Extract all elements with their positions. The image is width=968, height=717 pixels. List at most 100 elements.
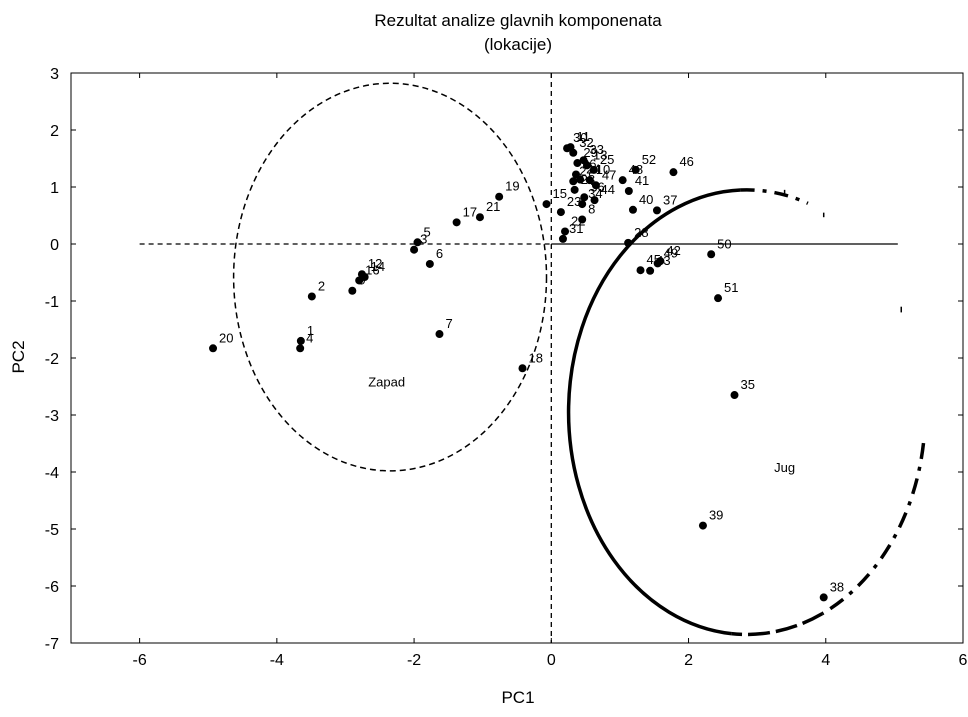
data-point-label: 44 [601,182,615,197]
data-point [296,344,305,353]
y-tick-label: 0 [50,237,59,254]
data-point [624,238,633,247]
data-point [631,165,640,174]
data-point [570,185,579,194]
data-point-label: 39 [709,508,723,523]
x-tick-label: -6 [132,652,146,669]
data-point-label: 18 [528,350,542,365]
data-point [618,176,627,185]
data-point [591,181,600,190]
x-tick-label: 0 [547,652,556,669]
data-point-label: 10 [596,162,610,177]
y-tick-label: -6 [45,579,59,596]
group-ellipse-zapad [232,82,548,472]
data-point [425,259,434,268]
data-point-label: 15 [553,186,567,201]
data-point-label: 40 [639,192,653,207]
data-point [714,294,723,303]
data-point [652,206,661,215]
data-point-label: 38 [830,579,844,594]
data-point-label: 3 [420,232,427,247]
y-axis-title: PC2 [9,340,28,373]
data-point-label: 35 [741,377,755,392]
data-point-label: 23 [567,194,581,209]
data-point [669,168,678,177]
data-point-label: 8 [588,201,595,216]
data-point [355,276,364,285]
data-point [563,144,572,153]
data-point [578,215,587,224]
x-axis-title: PC1 [501,688,534,707]
data-point-label: 11 [577,129,591,144]
data-point-label: 9 [358,273,365,288]
data-point-label: 2 [318,278,325,293]
data-point [707,250,716,259]
data-point-label: 16 [365,262,379,277]
data-point-label: 37 [663,192,677,207]
y-tick-label: 3 [50,66,59,83]
data-point-label: 21 [486,199,500,214]
data-point [452,218,461,227]
data-point-label: 17 [463,204,477,219]
x-tick-label: -4 [270,652,284,669]
y-tick-label: 1 [50,180,59,197]
data-point-label: 6 [436,246,443,261]
data-point [558,234,567,243]
data-point-label: 26 [582,156,596,171]
data-point [413,238,422,247]
x-tick-label: -2 [407,652,421,669]
data-point-label: 45 [647,252,661,267]
group-ellipse-jug-dashdot-top [740,188,809,205]
data-point [819,593,828,602]
data-point [556,208,565,217]
data-point [628,205,637,214]
data-point-label: 42 [666,243,680,258]
y-tick-label: -3 [45,408,59,425]
data-point [730,391,739,400]
data-point [569,148,578,157]
data-point-label: 50 [717,236,731,251]
plot-frame [70,72,964,644]
data-point [209,344,218,353]
data-point [624,186,633,195]
group-ellipse-jug-dashed [731,612,824,637]
data-point [646,266,655,275]
data-point-label: 28 [581,172,595,187]
data-point-label: 52 [642,152,656,167]
y-tick-label: -7 [45,636,59,653]
data-point-label: 20 [219,330,233,345]
data-point [698,521,707,530]
x-tick-label: 2 [684,652,693,669]
data-point-label: 12 [368,256,382,271]
y-tick-label: -1 [45,294,59,311]
data-point-label: 29 [583,145,597,160]
data-point [495,192,504,201]
data-point [410,245,419,254]
data-point [585,176,594,185]
data-point-label: 5 [424,224,431,239]
data-point-label: 33 [590,142,604,157]
x-tick-label: 6 [959,652,968,669]
data-point [578,200,587,209]
data-point-label: 4 [306,330,313,345]
data-point [435,330,444,339]
data-point-label: 7 [445,316,452,331]
y-tick-label: -5 [45,522,59,539]
data-point-label: 31 [569,221,583,236]
y-tick-label: -4 [45,465,59,482]
data-point-label: 47 [602,167,616,182]
group-ellipse-jug-dashdot [821,442,926,616]
data-point-label: 27 [579,163,593,178]
data-point [561,227,570,236]
data-point [590,196,599,205]
data-point [582,161,591,170]
data-point [580,193,589,202]
data-point-label: 14 [371,259,385,274]
data-point-label: 32 [579,135,593,150]
data-point-label: 19 [505,179,519,194]
data-point [542,200,551,209]
group-label: Jug [774,460,795,475]
